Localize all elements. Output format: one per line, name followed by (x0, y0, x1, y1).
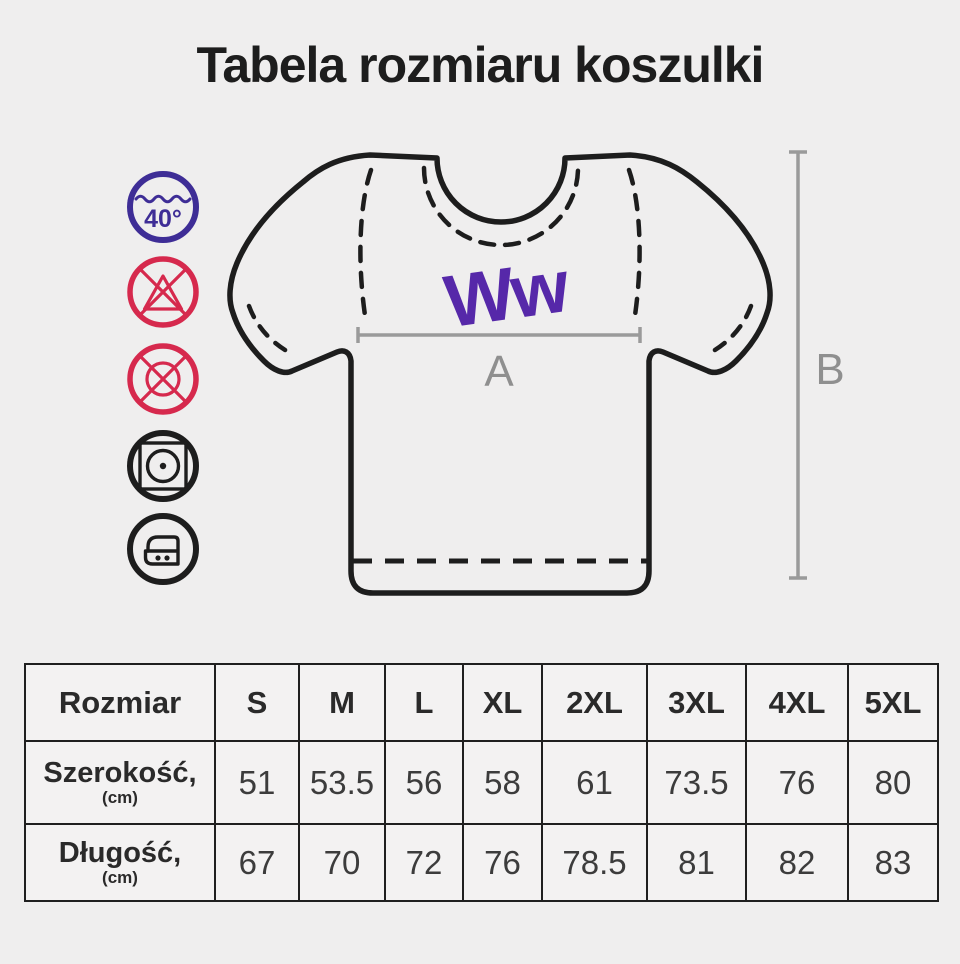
left-armhole-seam-dashed (358, 167, 374, 325)
wash-40-icon: 40° (127, 171, 199, 243)
header-size-xl: XL (462, 663, 543, 742)
width-row-label-text: Szerokość, (43, 757, 197, 789)
width-value-4xl: 76 (745, 740, 849, 825)
collar-seam-dashed (421, 165, 581, 248)
dry-clean-inner-circle (145, 361, 181, 397)
tumble-drum-circle (145, 448, 181, 484)
tshirt-outline (227, 152, 773, 596)
iron-handle (146, 535, 180, 553)
size-table: Rozmiar S M L XL 2XL 3XL 4XL 5XL Szeroko… (24, 663, 939, 902)
length-value-5xl: 83 (847, 823, 939, 902)
width-value-5xl: 80 (847, 740, 939, 825)
header-size-5xl: 5XL (847, 663, 939, 742)
no-dry-clean-circle (127, 343, 199, 415)
header-size-l: L (384, 663, 464, 742)
length-value-m: 70 (298, 823, 386, 902)
tumble-dry-icon (127, 430, 199, 502)
left-cuff-seam-dashed (246, 303, 293, 356)
width-value-2xl: 61 (541, 740, 648, 825)
width-row: Szerokość, (cm) 51 53.5 56 58 61 73.5 76… (24, 740, 939, 825)
wash-icon-circle (127, 171, 199, 243)
length-measure-label: B (815, 345, 844, 394)
header-size-m: M (298, 663, 386, 742)
iron-heat-dot (164, 555, 170, 561)
water-wave (134, 194, 192, 204)
cross-out-lines (138, 354, 188, 404)
do-not-dry-clean-icon (127, 343, 199, 415)
length-measure-b (789, 150, 807, 580)
do-not-bleach-icon (127, 256, 199, 328)
header-size-3xl: 3XL (646, 663, 747, 742)
width-measure-a (356, 327, 642, 343)
length-value-4xl: 82 (745, 823, 849, 902)
header-rozmiar: Rozmiar (24, 663, 216, 742)
tumble-outer-circle (127, 430, 199, 502)
header-size-4xl: 4XL (745, 663, 849, 742)
length-row-label: Długość, (cm) (24, 823, 216, 902)
length-value-3xl: 81 (646, 823, 747, 902)
iron-icon (127, 513, 199, 585)
length-value-l: 72 (384, 823, 464, 902)
iron-circle (127, 513, 199, 585)
header-size-s: S (214, 663, 300, 742)
tumble-square (138, 441, 188, 491)
width-value-m: 53.5 (298, 740, 386, 825)
right-cuff-seam-dashed (707, 303, 754, 356)
width-row-label: Szerokość, (cm) (24, 740, 216, 825)
right-armhole-seam-dashed (626, 167, 642, 325)
length-row-label-text: Długość, (58, 837, 182, 869)
length-value-2xl: 78.5 (541, 823, 648, 902)
width-value-xl: 58 (462, 740, 543, 825)
no-bleach-circle (127, 256, 199, 328)
wash-temp-label: 40° (144, 205, 182, 233)
width-measure-label: A (484, 347, 514, 396)
iron-body (143, 549, 180, 566)
iron-heat-dot (155, 555, 161, 561)
width-row-unit: (cm) (102, 788, 138, 807)
bleach-triangle (142, 274, 184, 311)
brand-logo-text: Ww (439, 244, 574, 344)
length-row-unit: (cm) (102, 868, 138, 887)
table-header-row: Rozmiar S M L XL 2XL 3XL 4XL 5XL (24, 663, 939, 742)
length-value-s: 67 (214, 823, 300, 902)
width-value-s: 51 (214, 740, 300, 825)
cross-out-lines (139, 268, 187, 316)
length-row: Długość, (cm) 67 70 72 76 78.5 81 82 83 (24, 823, 939, 902)
page-title: Tabela rozmiaru koszulki (196, 37, 765, 93)
length-value-xl: 76 (462, 823, 543, 902)
tumble-heat-dot (159, 462, 167, 470)
width-value-l: 56 (384, 740, 464, 825)
width-value-3xl: 73.5 (646, 740, 747, 825)
tshirt-diagram: Ww A B (227, 150, 845, 596)
header-size-2xl: 2XL (541, 663, 648, 742)
